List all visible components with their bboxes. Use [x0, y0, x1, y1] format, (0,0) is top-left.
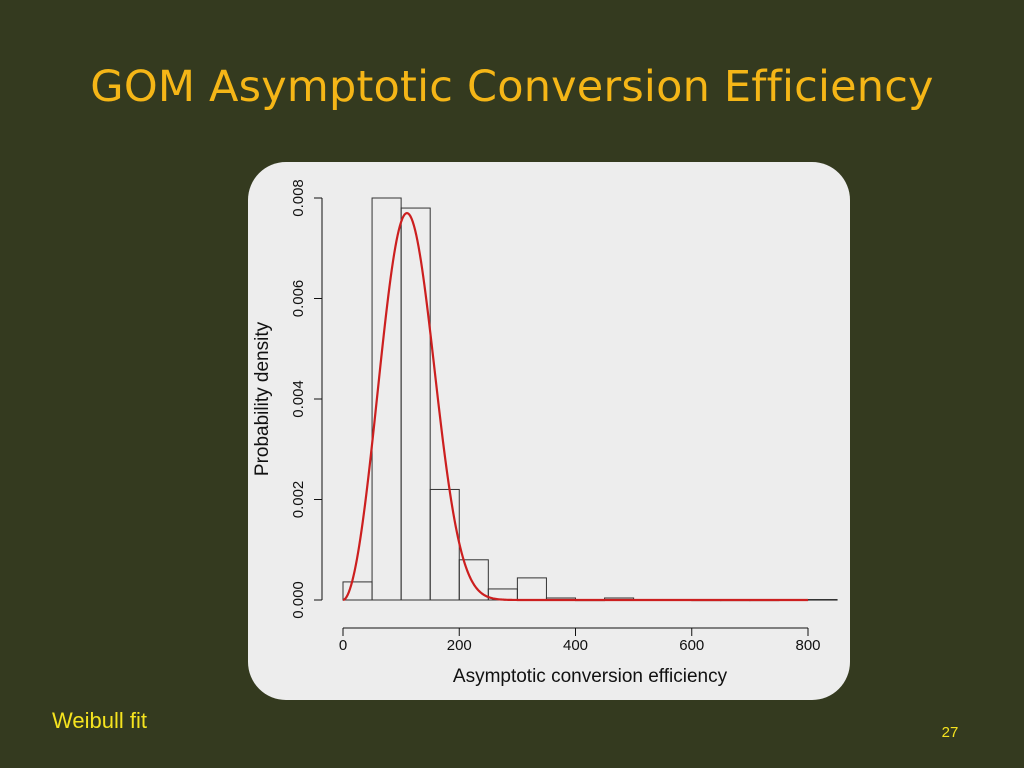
x-tick-label-2: 400 [563, 637, 588, 654]
x-tick-label-3: 600 [679, 637, 704, 654]
chart-axes: 0 200 400 600 800 0.000 0.002 0.004 0.006 0.008 [290, 179, 821, 654]
histogram-bar-3 [429, 488, 460, 601]
x-tick-label-4: 800 [795, 637, 820, 654]
weibull-fit-curve-layer [342, 211, 808, 602]
histogram-bars [342, 197, 838, 602]
chart-panel: 0 200 400 600 800 0.000 0.002 0.004 0.006 0.008 A… [248, 162, 850, 700]
y-tick-label-1: 0.002 [290, 481, 307, 519]
x-axis-label: Asymptotic conversion efficiency [453, 666, 728, 687]
x-tick-label-1: 200 [447, 637, 472, 654]
histogram-bar-2 [400, 207, 431, 601]
histogram-bar-16 [807, 598, 838, 601]
histogram-bar-4 [458, 559, 489, 601]
histogram-chart: 0 200 400 600 800 0.000 0.002 0.004 0.006 0.008 A… [252, 179, 838, 687]
weibull-fit-curve [342, 211, 808, 602]
histogram-bar-6 [516, 577, 547, 601]
y-tick-label-2: 0.004 [290, 380, 307, 418]
y-axis-label: Probability density [252, 321, 273, 476]
slide-title: GOM Asymptotic Conversion Efficiency [90, 62, 934, 112]
page-number: 27 [941, 724, 959, 741]
y-tick-label-4: 0.008 [290, 179, 307, 217]
x-tick-label-0: 0 [339, 637, 347, 654]
y-tick-label-0: 0.000 [290, 581, 307, 619]
y-tick-label-3: 0.006 [290, 280, 307, 318]
footer-note: Weibull fit [52, 708, 147, 733]
